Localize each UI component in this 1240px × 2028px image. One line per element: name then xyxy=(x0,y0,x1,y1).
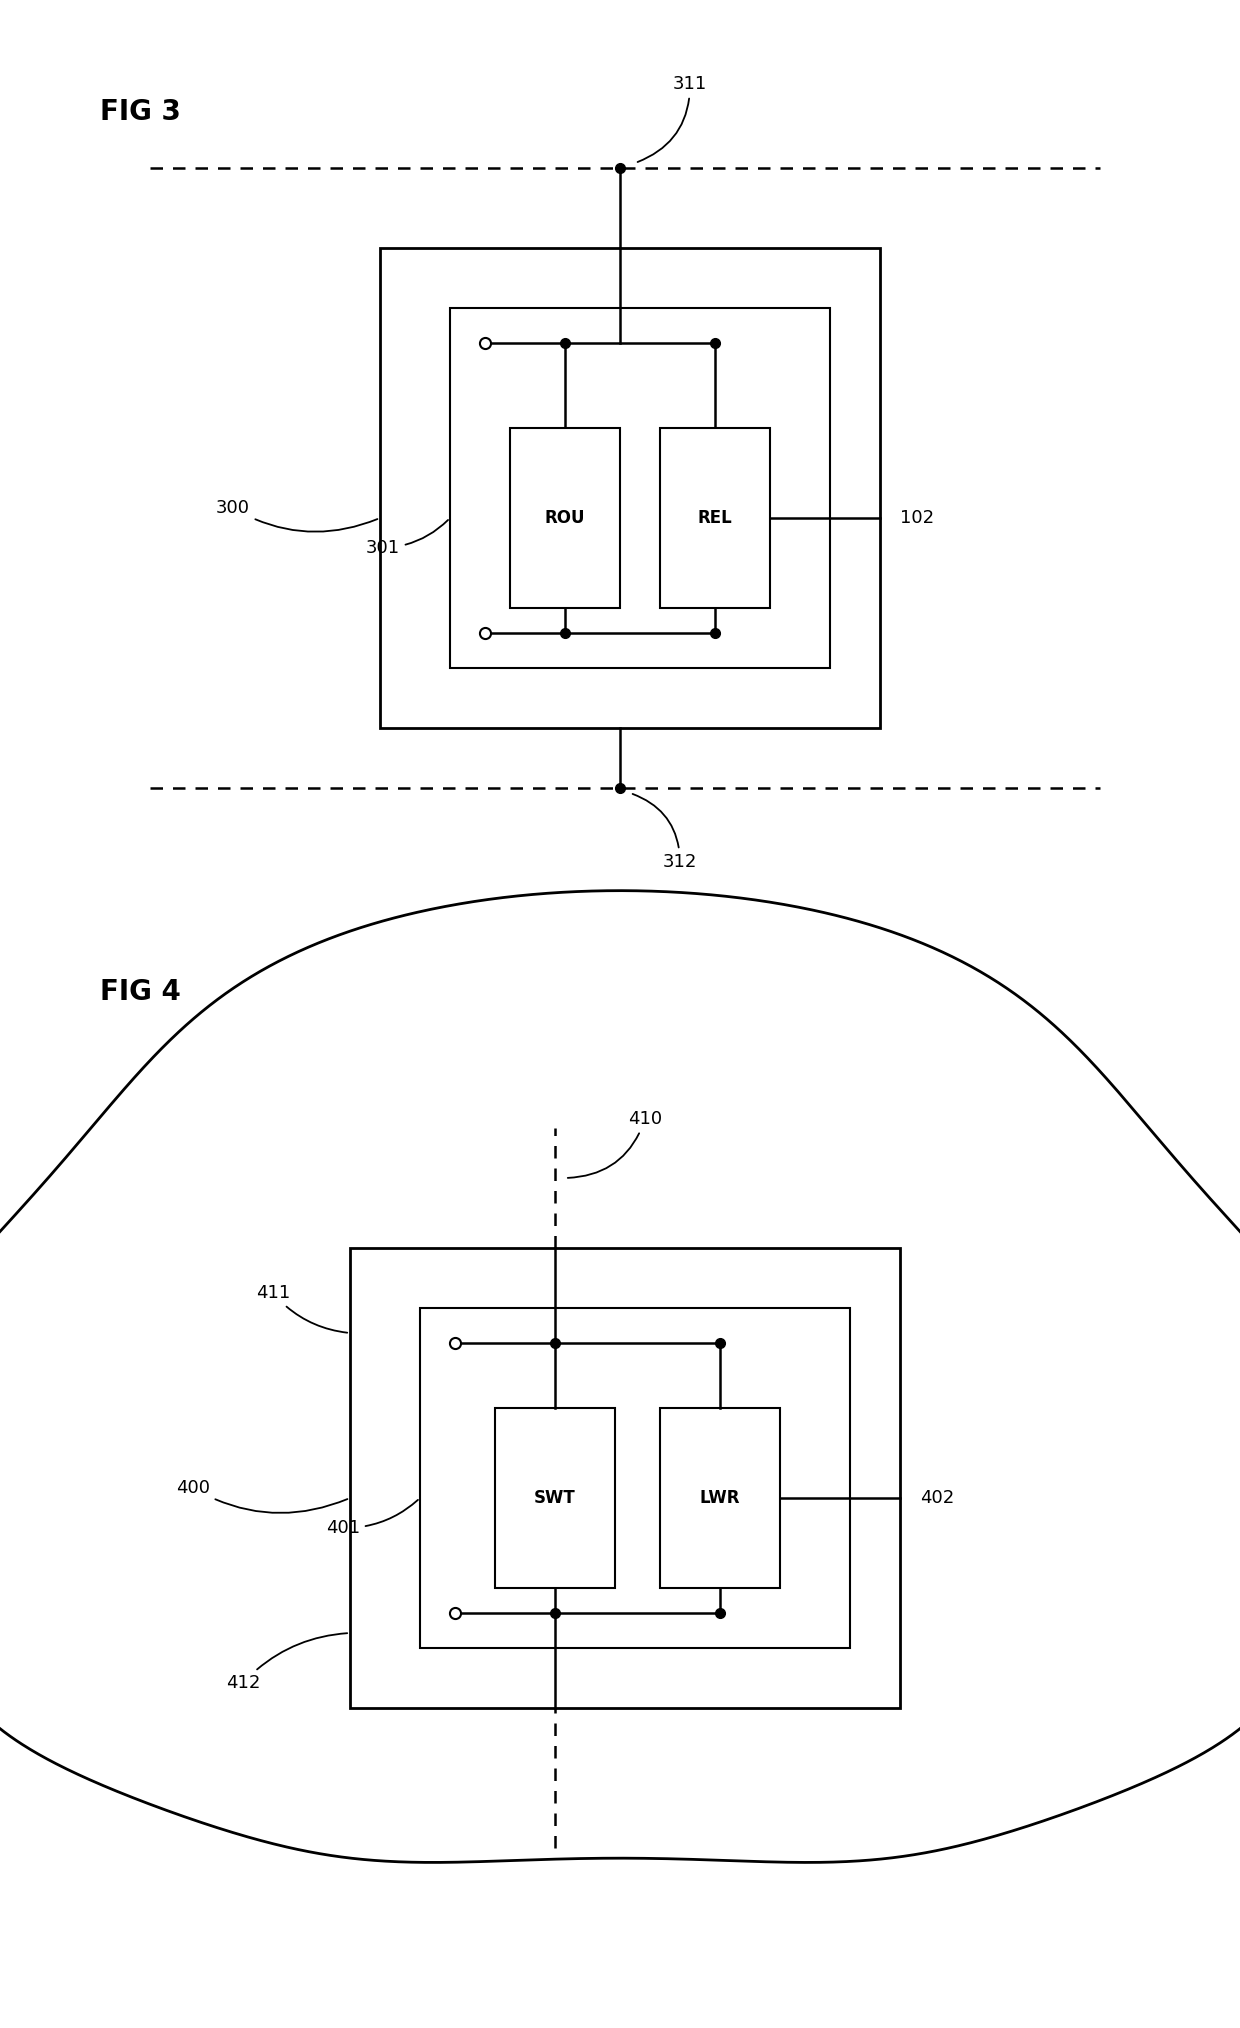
Text: ROU: ROU xyxy=(544,509,585,527)
Bar xyxy=(660,1407,780,1588)
Text: 401: 401 xyxy=(326,1501,418,1537)
Text: 301: 301 xyxy=(366,519,448,558)
Text: 411: 411 xyxy=(255,1284,347,1332)
Text: 311: 311 xyxy=(637,75,707,162)
Bar xyxy=(350,1247,900,1708)
Text: 410: 410 xyxy=(568,1109,662,1178)
Polygon shape xyxy=(0,890,1240,1862)
Text: 412: 412 xyxy=(226,1633,347,1691)
Bar xyxy=(660,428,770,608)
Bar xyxy=(450,308,830,667)
Text: 402: 402 xyxy=(920,1489,955,1507)
Bar xyxy=(379,247,880,728)
Bar xyxy=(510,428,620,608)
Text: 300: 300 xyxy=(216,499,377,531)
Text: 102: 102 xyxy=(900,509,934,527)
Text: 400: 400 xyxy=(176,1478,347,1513)
Text: LWR: LWR xyxy=(699,1489,740,1507)
Text: FIG 4: FIG 4 xyxy=(100,977,181,1006)
Text: REL: REL xyxy=(698,509,733,527)
Text: FIG 3: FIG 3 xyxy=(100,97,181,126)
Bar xyxy=(495,1407,615,1588)
Text: 312: 312 xyxy=(632,793,697,870)
Text: SWT: SWT xyxy=(534,1489,575,1507)
Bar xyxy=(420,1308,849,1649)
